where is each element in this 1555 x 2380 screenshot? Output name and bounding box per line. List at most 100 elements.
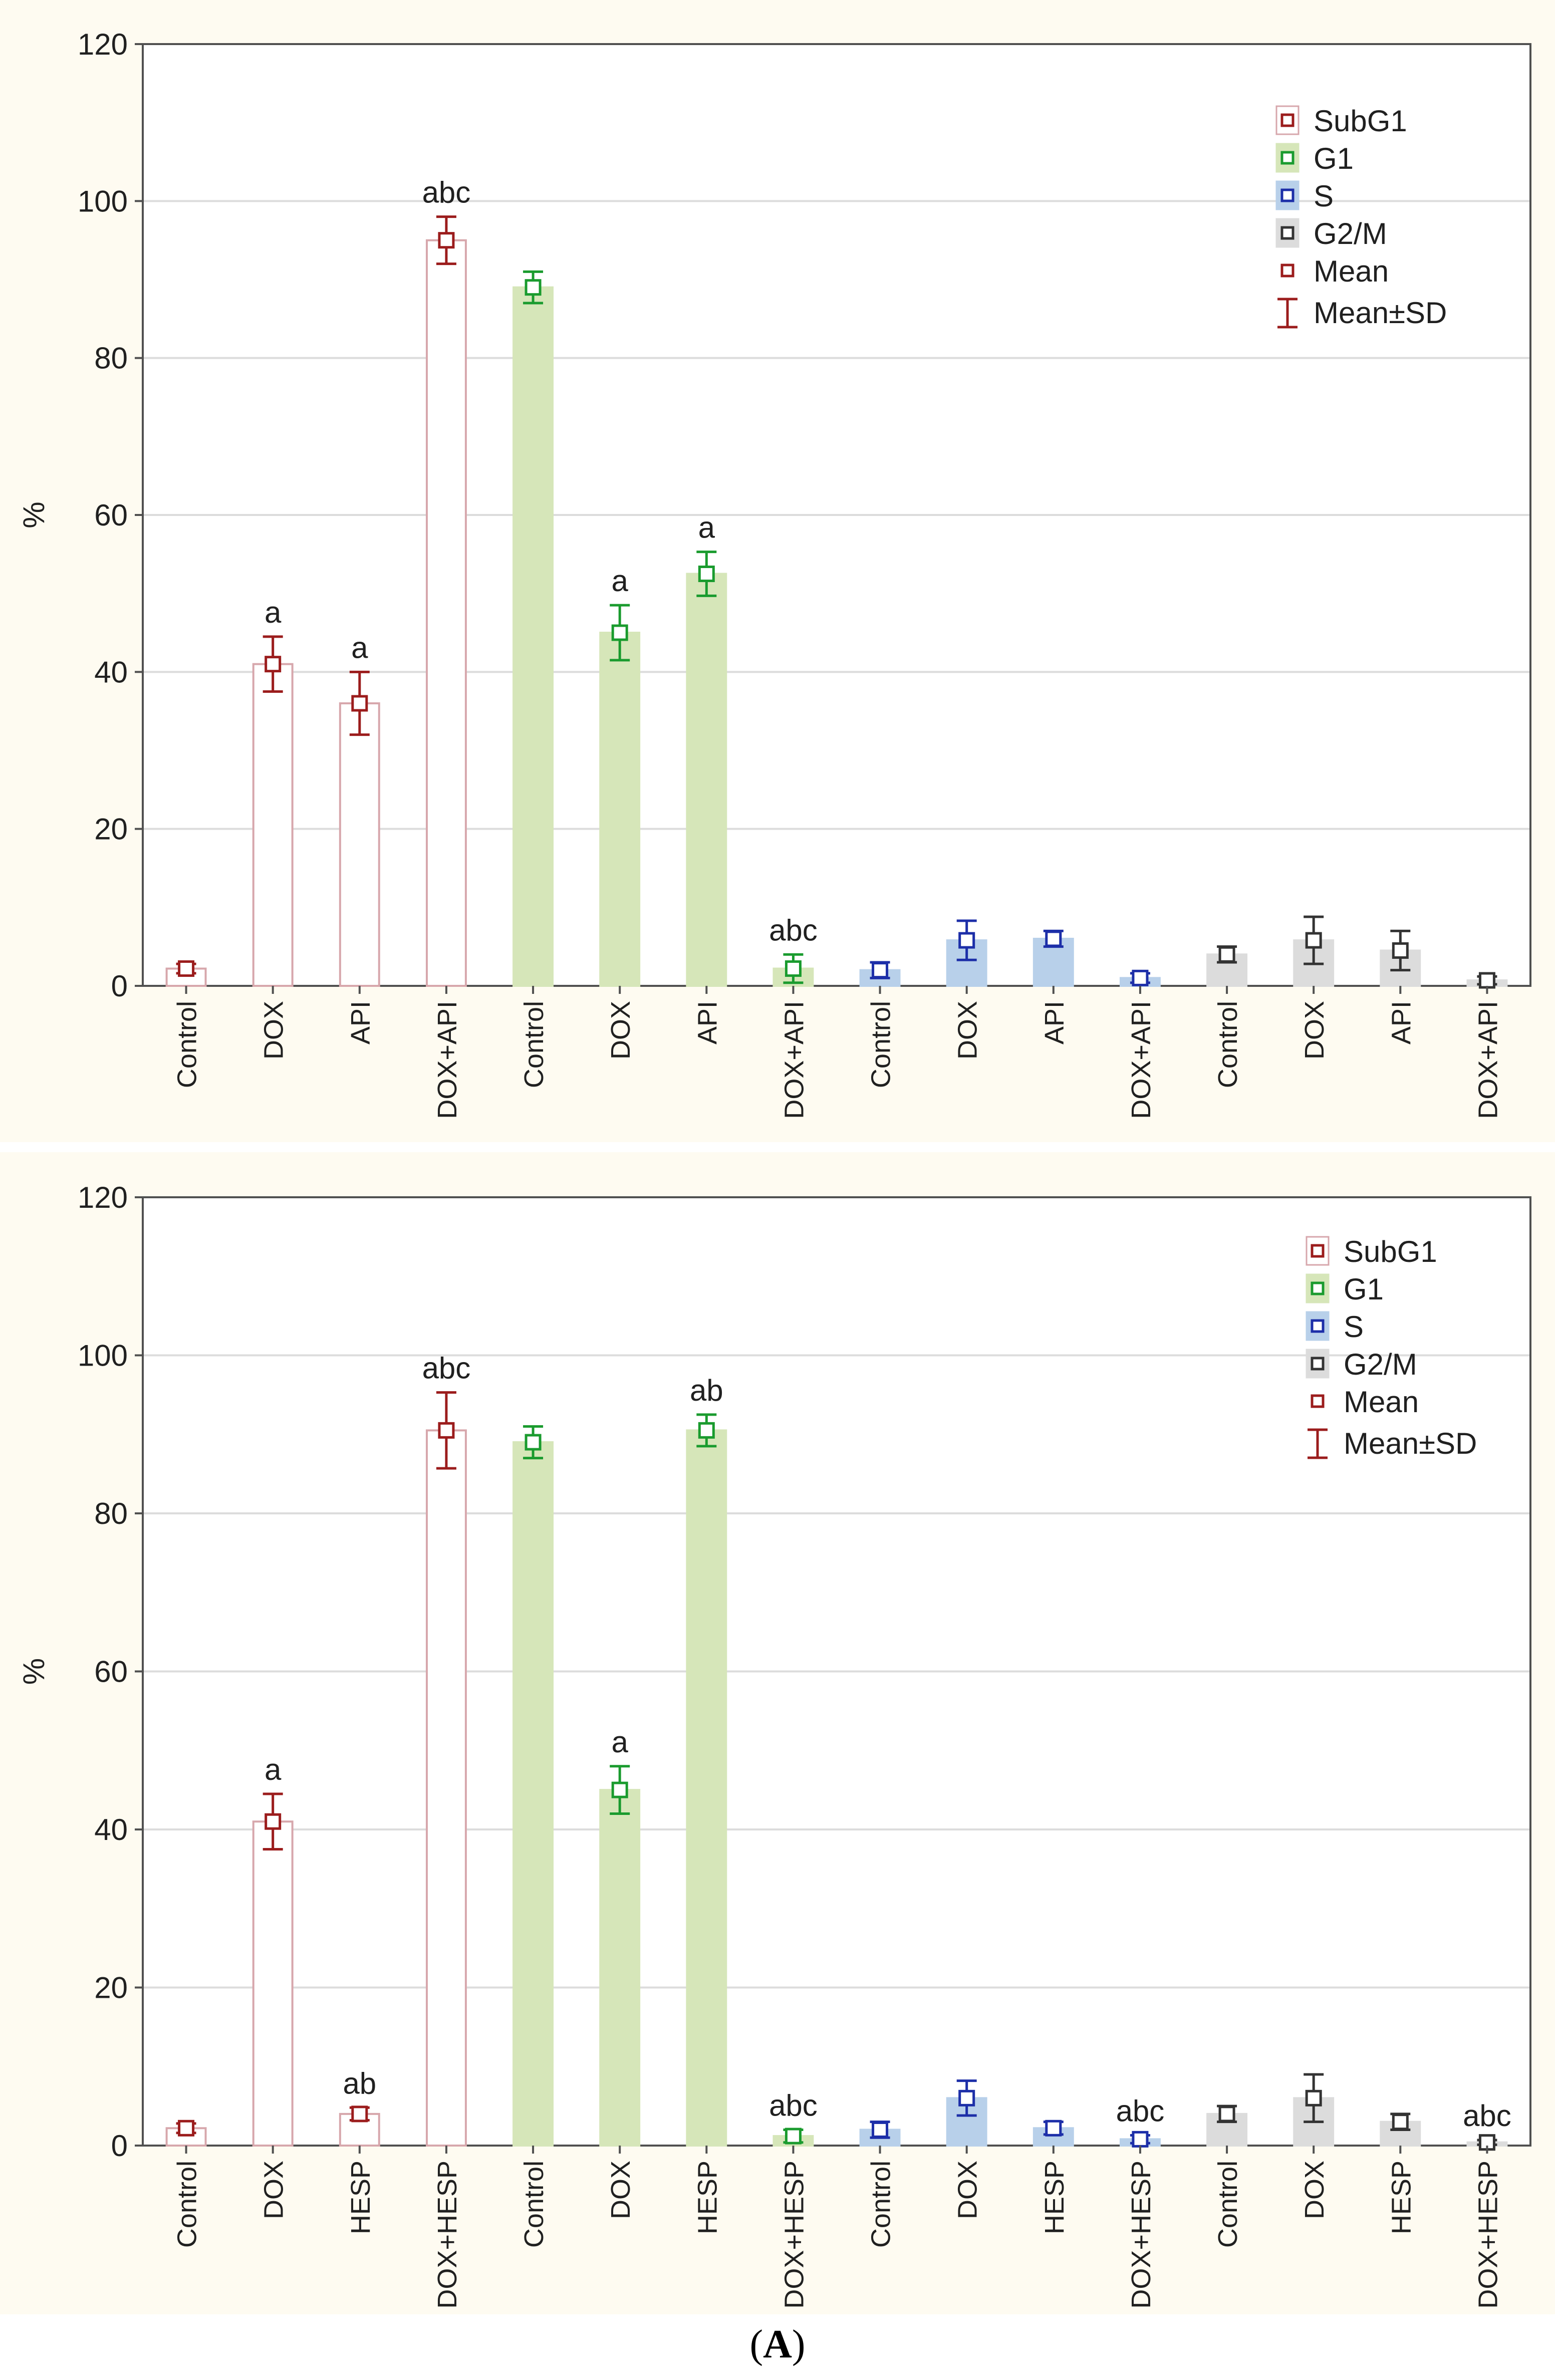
y-tick-label: 40	[94, 655, 128, 689]
g2m-mean-marker	[1478, 972, 1495, 989]
subg1-bar	[252, 1820, 294, 2147]
g1-mean-marker	[698, 1422, 715, 1439]
x-tick-label: DOX	[1300, 1001, 1330, 1060]
s-mean-marker	[958, 2089, 975, 2106]
x-tick-label: API	[1386, 1001, 1416, 1044]
y-tick-label: 60	[94, 498, 128, 532]
x-tick-label: DOX+HESP	[1126, 2161, 1156, 2309]
x-tick-label: DOX+API	[432, 1001, 462, 1119]
plot-frame	[142, 43, 1531, 987]
s-mean-marker	[872, 962, 889, 979]
s-mean-marker	[958, 932, 975, 949]
legend-label: Mean	[1314, 254, 1389, 288]
x-tick-label: DOX+HESP	[432, 2161, 462, 2309]
g1-bar	[686, 573, 727, 987]
y-tick-label: 120	[78, 1181, 128, 1214]
legend-marker	[1311, 1394, 1325, 1408]
g1-mean-marker	[785, 960, 802, 977]
legend-label: G2/M	[1344, 1348, 1417, 1381]
x-tick-label: DOX	[259, 2161, 289, 2219]
x-tick-label: DOX	[953, 2161, 983, 2219]
significance-label: ab	[690, 1374, 723, 1407]
x-tick-label: DOX	[259, 1001, 289, 1060]
significance-label: a	[698, 511, 715, 545]
legend-label: G2/M	[1314, 217, 1387, 250]
legend-label: S	[1314, 179, 1334, 213]
x-tick-label: DOX+HESP	[1473, 2161, 1503, 2309]
x-tick-label: HESP	[1386, 2161, 1416, 2234]
s-mean-marker	[1045, 930, 1062, 947]
y-axis-label: %	[17, 1658, 51, 1685]
subg1-bar	[339, 702, 380, 987]
legend-marker	[1311, 1244, 1325, 1258]
x-tick-label: Control	[172, 1001, 202, 1088]
significance-label: abc	[1463, 2099, 1511, 2133]
legend-label: Mean±SD	[1344, 1427, 1477, 1460]
x-tick-label: HESP	[1040, 2161, 1070, 2234]
s-mean-marker	[1045, 2120, 1062, 2137]
y-tick-label: 80	[94, 342, 128, 375]
significance-label: abc	[769, 913, 818, 947]
legend-marker	[1280, 188, 1294, 202]
x-tick-label: HESP	[346, 2161, 376, 2234]
significance-label: a	[612, 564, 629, 598]
legend-marker	[1311, 1357, 1325, 1371]
y-tick-label: 0	[111, 969, 128, 1003]
legend-marker	[1280, 151, 1294, 165]
g1-mean-marker	[785, 2128, 802, 2145]
x-tick-label: Control	[1213, 1001, 1243, 1088]
subg1-mean-marker	[351, 2105, 368, 2123]
g1-mean-marker	[525, 1434, 542, 1451]
significance-label: ab	[343, 2066, 376, 2100]
s-mean-marker	[1132, 2131, 1149, 2148]
significance-label: abc	[769, 2088, 818, 2122]
g2m-mean-marker	[1305, 2089, 1322, 2106]
significance-label: a	[612, 1725, 629, 1759]
y-tick-label: 100	[78, 184, 128, 218]
g1-mean-marker	[611, 624, 628, 641]
x-tick-label: Control	[172, 2161, 202, 2248]
subg1-mean-marker	[265, 656, 282, 673]
x-tick-label: DOX	[606, 2161, 636, 2219]
g1-bar	[512, 1441, 554, 2147]
g2m-mean-marker	[1305, 932, 1322, 949]
subg1-mean-marker	[178, 960, 195, 977]
significance-label: a	[265, 1753, 282, 1786]
legend-label: G1	[1314, 142, 1354, 175]
x-tick-label: DOX	[606, 1001, 636, 1060]
subg1-mean-marker	[438, 232, 455, 249]
significance-label: abc	[1116, 2094, 1165, 2128]
y-tick-label: 120	[78, 28, 128, 61]
y-tick-label: 20	[94, 813, 128, 846]
g2m-mean-marker	[1392, 942, 1409, 959]
significance-label: a	[351, 631, 368, 664]
g1-bar	[599, 632, 641, 987]
y-tick-label: 40	[94, 1813, 128, 1846]
caption-open: (	[749, 2322, 763, 2366]
g2m-mean-marker	[1218, 2105, 1235, 2123]
y-tick-label: 20	[94, 1971, 128, 2005]
subg1-mean-marker	[265, 1813, 282, 1830]
y-tick-label: 80	[94, 1497, 128, 1530]
legend-marker	[1280, 263, 1294, 278]
x-tick-label: Control	[1213, 2161, 1243, 2248]
x-tick-label: API	[1040, 1001, 1070, 1044]
x-tick-label: Control	[866, 1001, 896, 1088]
x-tick-label: HESP	[692, 2161, 722, 2234]
y-tick-label: 100	[78, 1339, 128, 1373]
x-tick-label: Control	[519, 1001, 549, 1088]
g1-mean-marker	[525, 279, 542, 296]
x-tick-label: DOX	[1300, 2161, 1330, 2219]
y-tick-label: 60	[94, 1655, 128, 1689]
x-tick-label: Control	[866, 2161, 896, 2248]
g1-bar	[686, 1429, 727, 2147]
legend-marker	[1280, 113, 1294, 127]
legend-label: Mean±SD	[1314, 296, 1447, 330]
x-tick-label: Control	[519, 2161, 549, 2248]
subg1-bar	[425, 239, 467, 987]
plot-frame	[142, 1196, 1531, 2147]
subg1-mean-marker	[351, 695, 368, 712]
legend-label: S	[1344, 1310, 1364, 1344]
legend-label: Mean	[1344, 1385, 1419, 1419]
